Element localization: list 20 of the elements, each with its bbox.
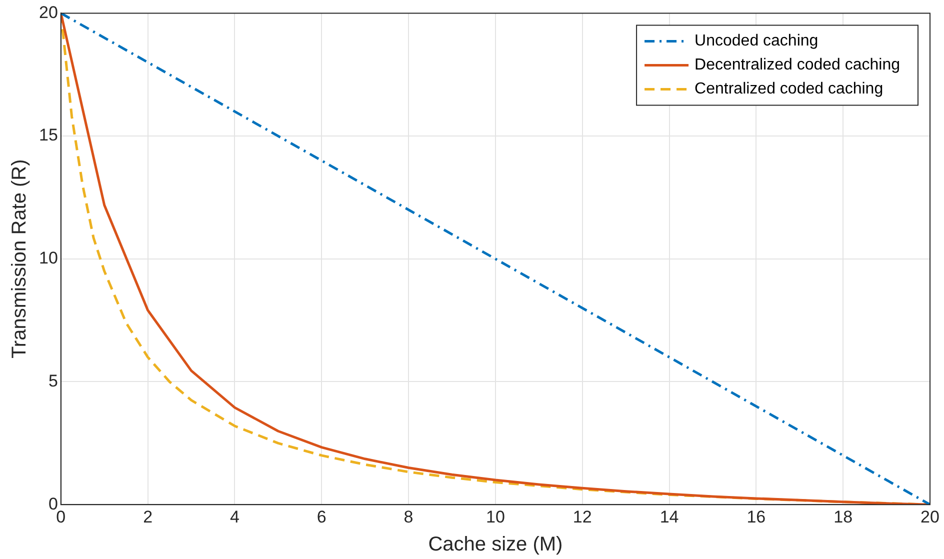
legend-label: Uncoded caching xyxy=(694,32,818,50)
y-tick-label: 0 xyxy=(48,494,58,514)
x-tick-label: 6 xyxy=(316,507,326,526)
x-tick-label: 12 xyxy=(572,507,592,526)
x-tick-label: 2 xyxy=(143,507,153,526)
y-axis-title: Transmission Rate (R) xyxy=(8,159,31,359)
legend-label: Centralized coded caching xyxy=(694,80,884,98)
x-tick-label: 20 xyxy=(920,507,940,526)
x-tick-label: 10 xyxy=(486,507,505,526)
x-tick-label: 16 xyxy=(746,507,766,526)
x-tick-label: 4 xyxy=(230,507,240,526)
x-tick-label: 8 xyxy=(404,507,414,526)
x-axis-title: Cache size (M) xyxy=(428,534,563,556)
y-tick-label: 10 xyxy=(38,248,58,268)
y-tick-label: 5 xyxy=(48,371,58,390)
x-tick-label: 18 xyxy=(834,507,853,526)
x-tick-label: 14 xyxy=(660,507,679,526)
y-tick-label: 20 xyxy=(38,2,58,22)
legend-label: Decentralized coded caching xyxy=(694,56,900,74)
y-tick-label: 15 xyxy=(38,126,58,145)
